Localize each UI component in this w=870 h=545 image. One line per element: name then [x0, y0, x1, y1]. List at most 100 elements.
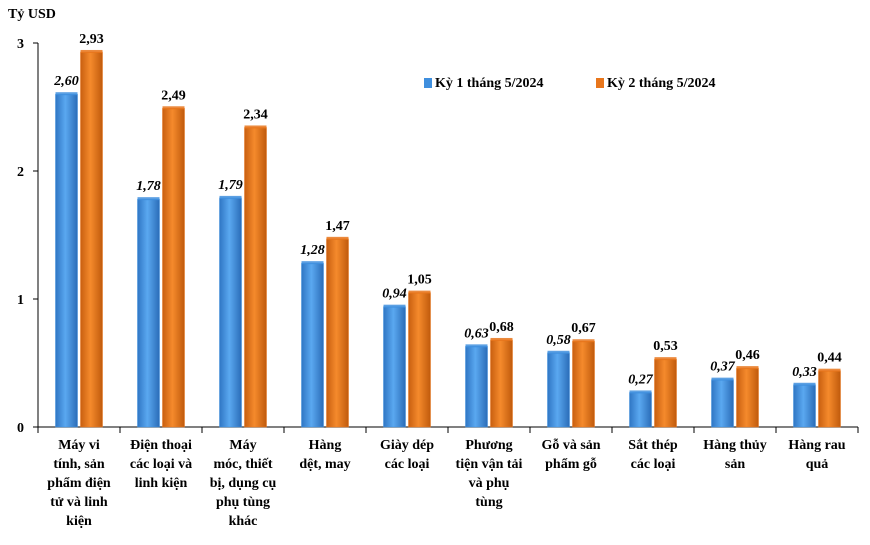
- bar-series-1: [137, 198, 160, 428]
- data-label-series-1: 0,27: [628, 372, 654, 387]
- data-label-series-2: 1,47: [325, 219, 350, 234]
- x-tick-label-line: các loại và: [130, 457, 192, 472]
- x-tick-label-line: phẩm gỗ: [545, 456, 597, 472]
- x-tick-label-line: các loại: [631, 457, 676, 472]
- x-tick-label: Phương tiện vận tải và phụ tùng: [456, 438, 523, 510]
- bar-series-1: [793, 384, 816, 428]
- x-tick-label-line: linh kiện: [135, 476, 188, 491]
- data-label-series-2: 0,67: [571, 321, 596, 336]
- x-tick-label-line: Phương: [465, 438, 512, 453]
- y-axis-label: Tỷ USD: [8, 7, 56, 22]
- bar-series-2: [244, 127, 267, 428]
- bar-cap: [711, 377, 734, 381]
- bar-cap: [629, 390, 652, 394]
- x-tick-label: Sắt thép các loại: [628, 438, 678, 472]
- bar-cap: [383, 304, 406, 308]
- data-label-series-1: 0,63: [464, 326, 489, 341]
- data-label-series-1: 1,79: [218, 178, 243, 193]
- data-label-series-1: 0,37: [710, 360, 736, 375]
- bar-cap: [55, 92, 78, 96]
- legend-swatch: [596, 78, 604, 88]
- y-tick-label: 1: [17, 293, 24, 308]
- data-label-series-1: 1,78: [136, 179, 161, 194]
- data-label-series-1: 0,58: [546, 333, 571, 348]
- x-tick-label: Hàng thủy sản: [703, 438, 766, 472]
- bar-series-2: [736, 367, 759, 428]
- bar-series-2: [326, 238, 349, 428]
- bar-cap: [490, 337, 513, 341]
- bar-cap: [736, 366, 759, 370]
- x-tick-label: Máy móc, thiết bị, dụng cụ phụ tùng khác: [210, 438, 277, 529]
- bar-cap: [219, 195, 242, 199]
- data-label-series-1: 2,60: [53, 74, 79, 89]
- x-tick-label-line: tính, sản: [53, 457, 105, 472]
- data-label-series-2: 0,44: [817, 351, 842, 366]
- bar-cap: [80, 49, 103, 53]
- x-tick-label: Gỗ và sản phẩm gỗ: [541, 437, 600, 472]
- x-tick-label-line: Giày dép: [380, 438, 434, 453]
- bar-series-1: [629, 392, 652, 428]
- bar-cap: [326, 236, 349, 240]
- x-tick-label-line: các loại: [385, 457, 430, 472]
- bar-series-2: [572, 340, 595, 428]
- y-tick-label: 0: [17, 421, 24, 436]
- x-tick-label-line: khác: [229, 514, 258, 529]
- x-tick-label: Hàng rau quả: [788, 438, 845, 472]
- bar-cap: [408, 290, 431, 294]
- x-tick-label-line: Sắt thép: [628, 438, 678, 453]
- y-tick-label: 3: [17, 37, 24, 52]
- bar-series-1: [301, 262, 324, 428]
- bar-cap: [654, 357, 677, 361]
- x-tick-label-line: Hàng thủy: [703, 438, 766, 453]
- x-tick-label: Hàng dệt, may: [299, 438, 350, 472]
- bar-cap: [572, 339, 595, 343]
- x-tick-label-line: phẩm điện: [47, 476, 111, 491]
- x-tick-label-line: quả: [806, 457, 829, 472]
- bar-series-1: [383, 306, 406, 428]
- bar-series-2: [80, 51, 103, 428]
- legend-swatch: [424, 78, 432, 88]
- bar-series-1: [55, 93, 78, 428]
- bar-series-2: [162, 108, 185, 428]
- x-tick-label-line: sản: [725, 457, 745, 472]
- x-tick-label-line: kiện: [66, 514, 92, 529]
- data-label-series-1: 1,28: [300, 243, 325, 258]
- bar-cap: [793, 382, 816, 386]
- x-tick-label: Điện thoại các loại và linh kiện: [130, 438, 192, 491]
- x-tick-label-line: Hàng: [309, 438, 342, 453]
- data-label-series-2: 0,46: [735, 348, 760, 363]
- x-tick-label-line: và phụ: [469, 476, 510, 491]
- bar-cap: [301, 261, 324, 265]
- legend: Kỳ 1 tháng 5/2024 Kỳ 2 tháng 5/2024: [424, 76, 716, 91]
- data-label-series-2: 2,93: [79, 32, 104, 47]
- x-tick-label-line: tùng: [475, 495, 502, 510]
- x-tick-label: Giày dép các loại: [380, 438, 434, 472]
- data-label-series-2: 0,68: [489, 320, 514, 335]
- bar-cap: [244, 125, 267, 129]
- bar-series-2: [490, 339, 513, 428]
- x-tick-label-line: Máy: [229, 438, 256, 453]
- data-label-series-2: 2,49: [161, 88, 186, 103]
- bar-series-2: [818, 370, 841, 428]
- bar-cap: [547, 350, 570, 354]
- bar-cap: [818, 368, 841, 372]
- x-tick-label-line: Hàng rau: [788, 438, 845, 453]
- data-label-series-2: 0,53: [653, 339, 678, 354]
- bar-series-1: [711, 379, 734, 428]
- x-tick-label-line: Gỗ và sản: [541, 437, 600, 453]
- y-tick-label: 2: [17, 165, 24, 180]
- bar-series-2: [408, 292, 431, 428]
- x-tick-label-line: Máy vi: [58, 438, 100, 453]
- bar-cap: [137, 197, 160, 201]
- bar-series-1: [219, 197, 242, 428]
- data-label-series-1: 0,33: [792, 365, 817, 380]
- x-tick-label: Máy vi tính, sản phẩm điện tử và linh kiện: [47, 438, 111, 529]
- plot-area: 0 1 2 3 2,60 2,93 Máy vi tính, sản phẩm điện tử v…: [17, 32, 859, 529]
- data-label-series-1: 0,94: [382, 287, 407, 302]
- data-label-series-2: 2,34: [243, 107, 268, 122]
- x-tick-label-line: phụ tùng: [216, 495, 270, 510]
- x-tick-label-line: tiện vận tải: [456, 457, 523, 472]
- x-tick-label-line: Điện thoại: [130, 438, 192, 453]
- data-label-series-2: 1,05: [407, 273, 432, 288]
